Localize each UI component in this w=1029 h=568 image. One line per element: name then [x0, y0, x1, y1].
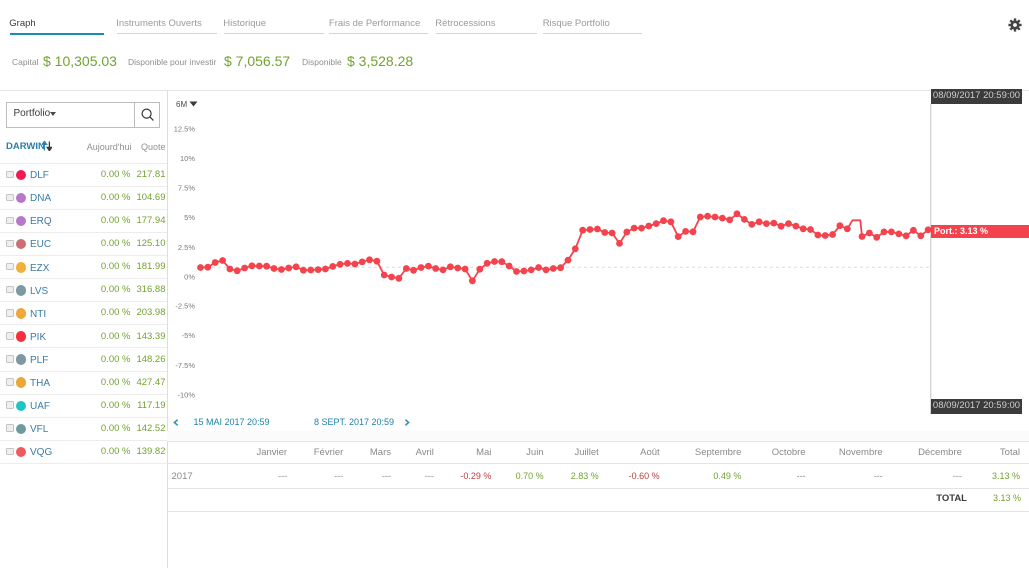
- svg-text:-10%: -10%: [177, 391, 195, 400]
- svg-text:-5%: -5%: [182, 331, 196, 340]
- svg-text:6M: 6M: [176, 100, 187, 109]
- svg-text:2.5%: 2.5%: [178, 243, 195, 252]
- svg-text:-2.5%: -2.5%: [175, 302, 195, 311]
- svg-text:12.5%: 12.5%: [174, 125, 196, 134]
- svg-text:5%: 5%: [184, 213, 195, 222]
- svg-text:-7.5%: -7.5%: [175, 361, 195, 370]
- svg-text:7.5%: 7.5%: [178, 184, 195, 193]
- svg-text:10%: 10%: [180, 154, 195, 163]
- svg-text:0%: 0%: [184, 273, 195, 282]
